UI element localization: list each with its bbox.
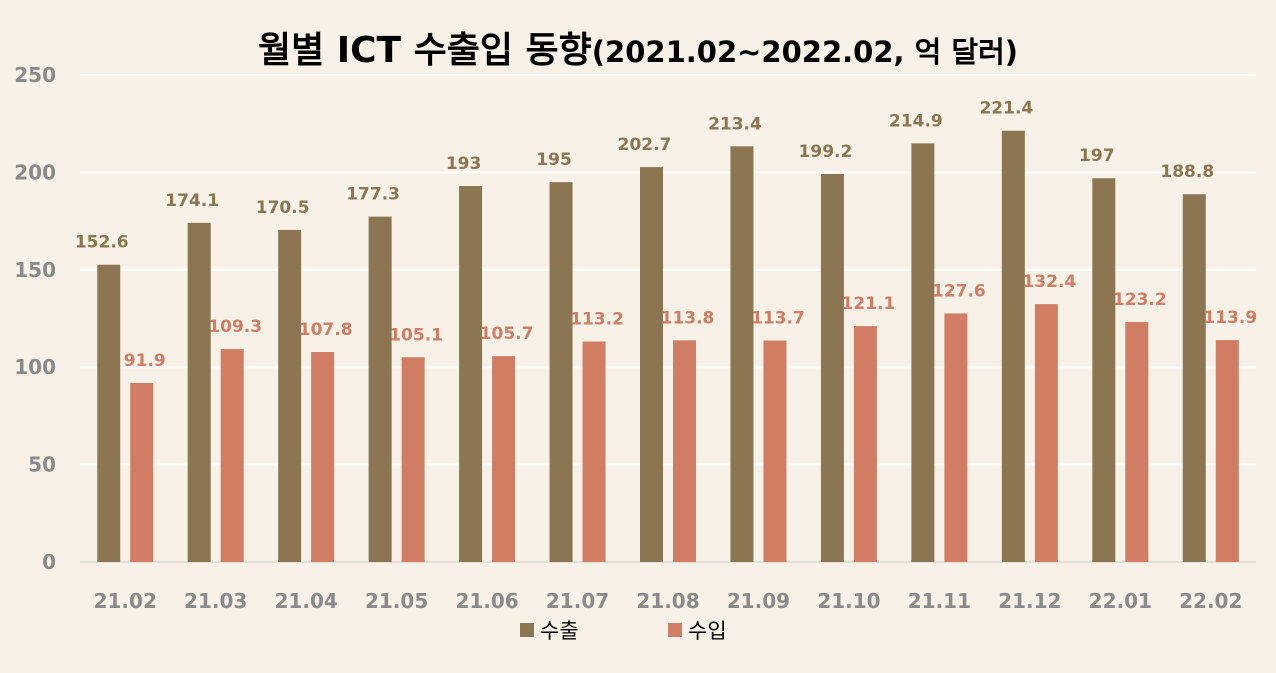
data-label-export: 170.5: [256, 198, 310, 218]
bar-series: [97, 130, 1239, 563]
bar-import: [582, 341, 606, 562]
chart-title-sub: (2021.02~2022.02, 억 달러): [592, 35, 1018, 69]
bar-import: [401, 357, 425, 562]
data-label-export: 188.8: [1160, 162, 1214, 182]
bar-import: [944, 313, 968, 562]
bar-export: [1092, 178, 1116, 562]
y-tick-label: 200: [14, 160, 56, 184]
data-label-export: 195: [536, 150, 572, 170]
x-tick-label: 21.04: [275, 589, 338, 613]
y-axis-ticks: 0 50 100 150 200 250: [14, 63, 56, 574]
bar-export: [278, 229, 302, 562]
data-label-import: 121.1: [842, 294, 896, 314]
bar-import: [853, 326, 877, 562]
chart-title: 월별 ICT 수출입 동향(2021.02~2022.02, 억 달러): [258, 30, 1018, 71]
y-tick-label: 150: [14, 258, 56, 282]
chart-title-main: 월별 ICT 수출입 동향: [258, 30, 592, 71]
bar-import: [673, 340, 696, 562]
bar-import: [311, 352, 335, 562]
data-label-export: 197: [1079, 146, 1115, 166]
x-tick-label: 22.01: [1089, 589, 1152, 613]
data-label-import: 113.9: [1203, 308, 1257, 328]
x-tick-label: 21.07: [546, 589, 609, 613]
data-label-import: 107.8: [299, 320, 353, 340]
bar-import: [130, 382, 154, 562]
data-label-import: 113.7: [751, 309, 805, 329]
bar-import: [220, 349, 244, 562]
legend-swatch-import: [668, 623, 682, 637]
bar-export: [97, 264, 121, 562]
x-tick-label: 21.11: [908, 589, 971, 613]
bar-export: [549, 182, 573, 562]
y-tick-label: 0: [42, 550, 56, 574]
bar-import: [1034, 304, 1058, 562]
data-label-export: 152.6: [75, 233, 129, 253]
legend-swatch-export: [520, 623, 534, 637]
bar-import: [1215, 340, 1239, 562]
bar-import: [763, 340, 787, 562]
x-tick-label: 21.02: [94, 589, 157, 613]
bar-export: [1001, 130, 1025, 562]
bar-import: [1125, 322, 1149, 562]
x-tick-label: 21.08: [636, 589, 699, 613]
data-label-export: 174.1: [165, 191, 219, 211]
y-tick-label: 250: [14, 63, 56, 87]
bar-import: [492, 356, 516, 562]
data-label-import: 127.6: [932, 281, 986, 301]
data-label-import: 123.2: [1113, 290, 1167, 310]
data-label-import: 105.1: [389, 325, 443, 345]
legend-label-import: 수입: [688, 619, 727, 643]
data-label-import: 109.3: [208, 317, 262, 337]
data-label-export: 177.3: [346, 185, 400, 205]
x-axis-ticks: 21.02 21.03 21.04 21.05 21.06 21.07 21.08 21.09…: [94, 589, 1243, 613]
x-tick-label: 21.12: [998, 589, 1061, 613]
x-tick-label: 22.02: [1179, 589, 1242, 613]
legend: 수출 수입: [520, 619, 727, 643]
data-label-export: 202.7: [618, 135, 672, 155]
x-tick-label: 21.06: [455, 589, 518, 613]
bar-export: [730, 146, 754, 562]
data-label-import: 113.2: [570, 309, 624, 329]
data-label-export: 221.4: [979, 99, 1033, 119]
grid-lines: [80, 74, 1256, 563]
data-label-import: 132.4: [1022, 272, 1076, 292]
x-tick-label: 21.03: [184, 589, 247, 613]
x-tick-label: 21.09: [727, 589, 790, 613]
bar-export: [911, 143, 935, 562]
x-tick-label: 21.10: [817, 589, 880, 613]
x-tick-label: 21.05: [365, 589, 428, 613]
bar-export: [187, 222, 211, 562]
data-label-import: 113.8: [661, 308, 715, 328]
data-labels: 152.6 91.9 174.1 109.3 170.5 107.8 177.3 105.1 1…: [75, 99, 1257, 371]
data-label-import: 105.7: [480, 324, 534, 344]
bar-export: [368, 216, 392, 562]
y-tick-label: 50: [28, 453, 56, 477]
data-label-export: 213.4: [708, 114, 762, 134]
bar-export: [640, 167, 663, 563]
legend-label-export: 수출: [540, 619, 579, 643]
data-label-export: 193: [446, 154, 482, 174]
bar-export: [459, 186, 483, 562]
data-label-export: 214.9: [889, 111, 943, 131]
bar-export: [820, 173, 844, 562]
y-tick-label: 100: [14, 355, 56, 379]
bar-export: [1182, 194, 1206, 563]
data-label-export: 199.2: [799, 142, 853, 162]
data-label-import: 91.9: [124, 351, 166, 371]
